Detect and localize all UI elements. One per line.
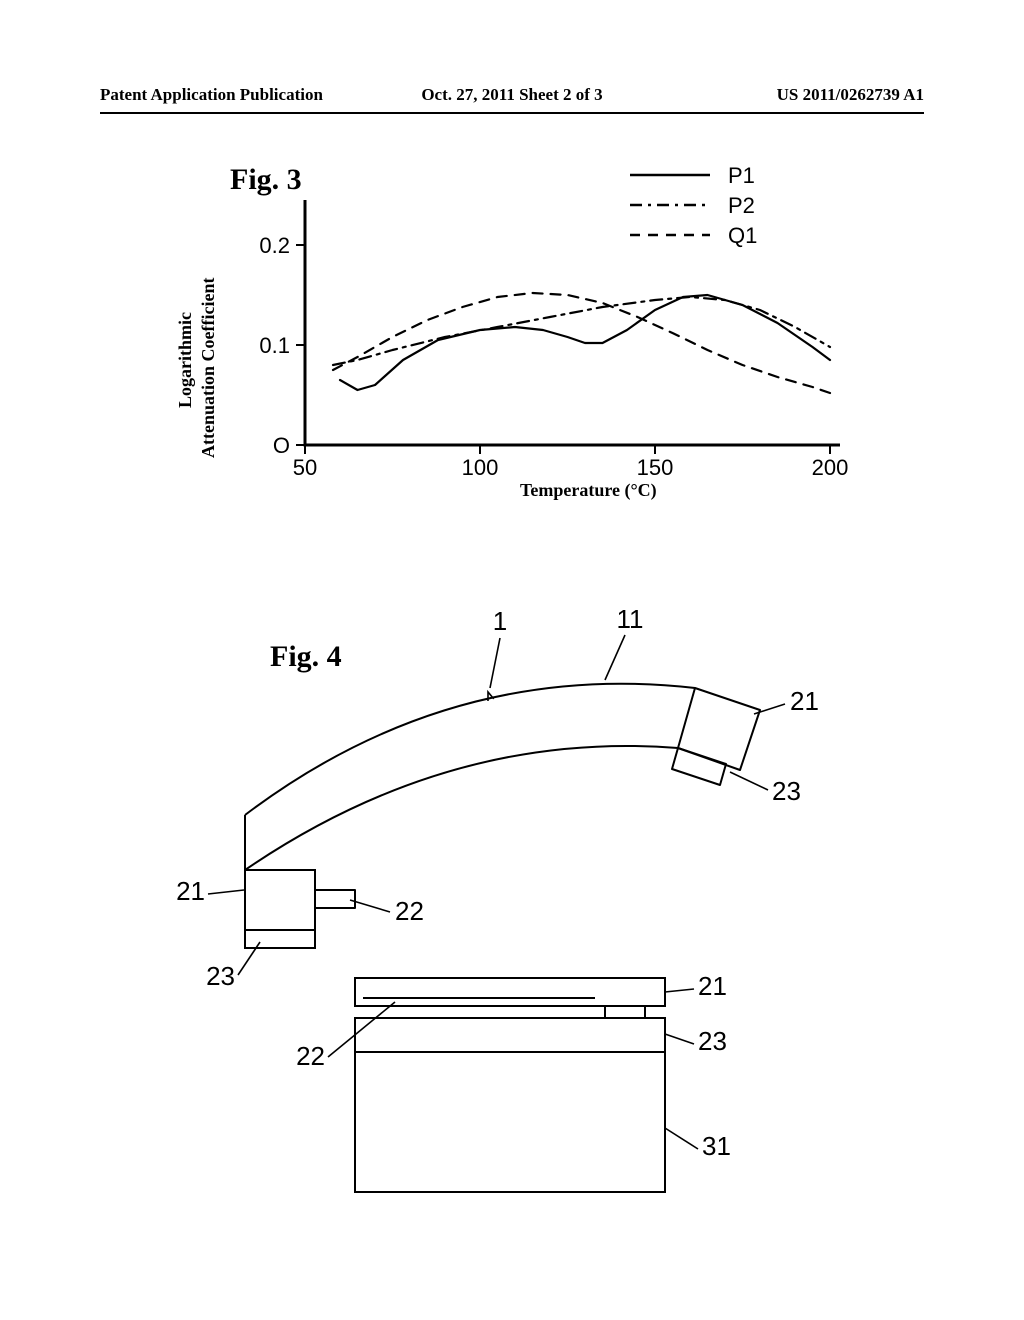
svg-text:22: 22: [395, 896, 424, 926]
x-axis-label: Temperature (°C): [520, 480, 657, 501]
svg-text:1: 1: [493, 606, 507, 636]
svg-text:21: 21: [790, 686, 819, 716]
svg-text:21: 21: [176, 876, 205, 906]
svg-text:31: 31: [702, 1131, 731, 1161]
svg-text:23: 23: [206, 961, 235, 991]
svg-text:P2: P2: [728, 193, 755, 218]
svg-text:21: 21: [698, 971, 727, 1001]
svg-text:O: O: [273, 433, 290, 458]
svg-text:0.2: 0.2: [259, 233, 290, 258]
svg-text:23: 23: [772, 776, 801, 806]
header-right: US 2011/0262739 A1: [777, 85, 924, 105]
svg-text:50: 50: [293, 455, 317, 480]
svg-text:22: 22: [296, 1041, 325, 1071]
page-header: Patent Application Publication Oct. 27, …: [0, 85, 1024, 105]
svg-text:23: 23: [698, 1026, 727, 1056]
svg-text:P1: P1: [728, 163, 755, 188]
header-left: Patent Application Publication: [100, 85, 323, 105]
svg-text:11: 11: [617, 604, 644, 634]
svg-text:200: 200: [812, 455, 849, 480]
svg-text:0.1: 0.1: [259, 333, 290, 358]
svg-text:100: 100: [462, 455, 499, 480]
header-rule: [100, 112, 924, 114]
svg-text:150: 150: [637, 455, 674, 480]
svg-text:Q1: Q1: [728, 223, 757, 248]
fig4-svg: 111212321232221232231: [150, 590, 890, 1210]
fig3-svg: O 0.1 0.2 50 100 150 200 P1 P2 Q1: [150, 160, 890, 520]
fig3-chart: Logarithmic Attenuation Coefficient O0.1…: [150, 160, 890, 520]
header-mid: Oct. 27, 2011 Sheet 2 of 3: [421, 85, 602, 105]
fig4-diagram: 111212321232221232231: [150, 590, 890, 1190]
